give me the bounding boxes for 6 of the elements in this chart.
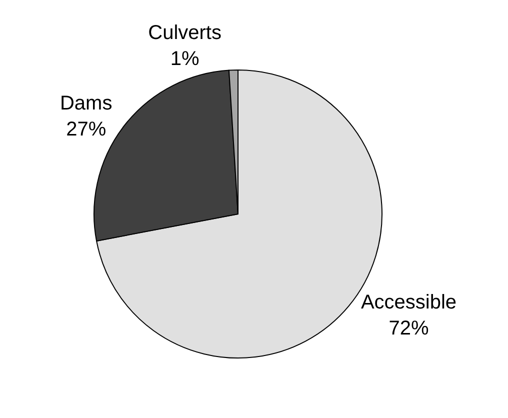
data-label: 27% — [66, 118, 106, 141]
slice-label: Culverts — [148, 22, 222, 44]
data-label: 72% — [388, 318, 429, 340]
slice-label: Accessible — [360, 292, 457, 314]
slice-label: Dams — [60, 92, 112, 115]
data-label: 1% — [170, 48, 200, 70]
